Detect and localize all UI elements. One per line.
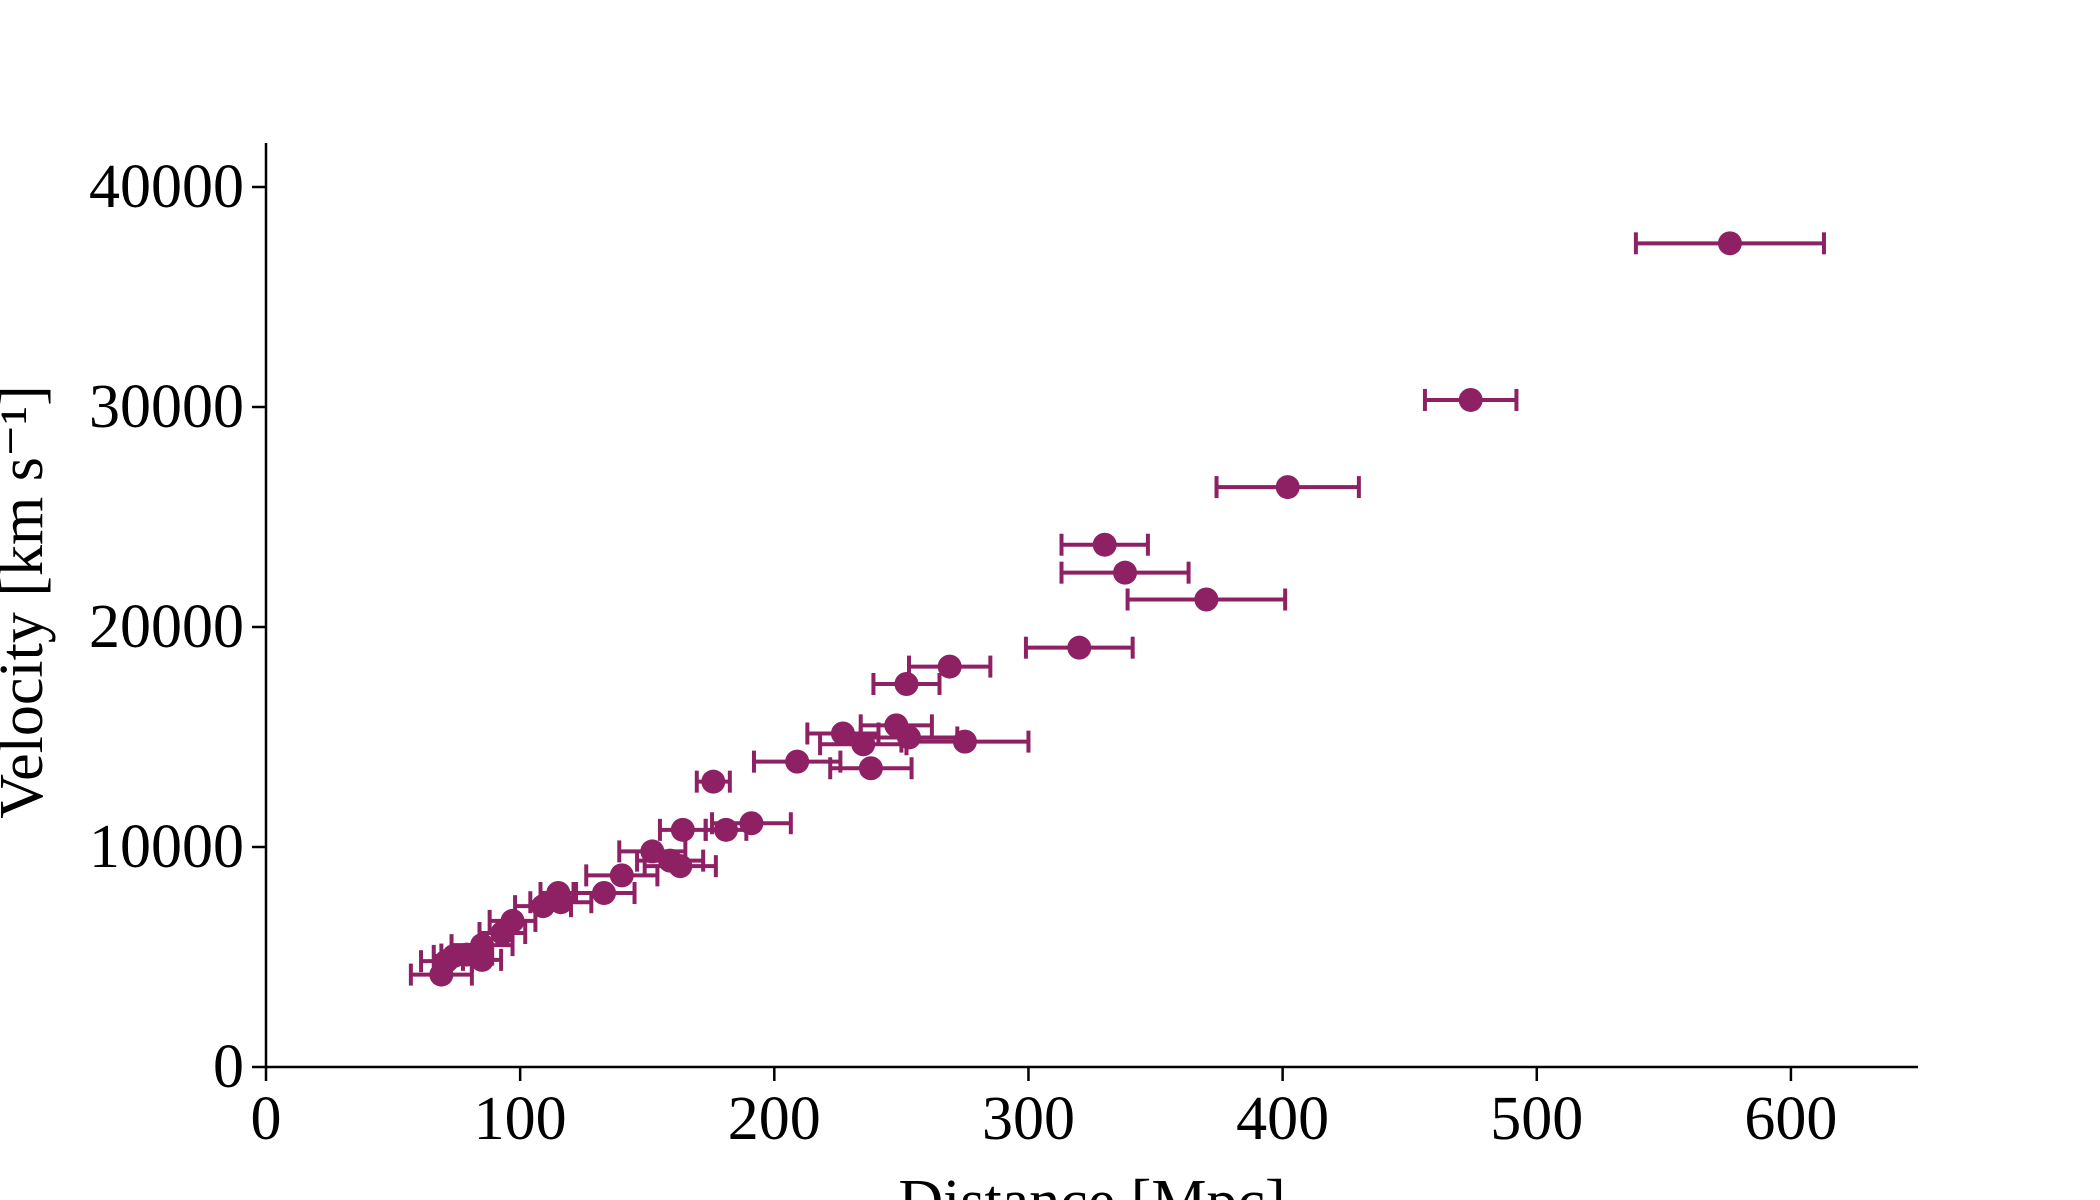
point [894,671,919,696]
y-tick-label: 10000 [89,813,244,881]
y-tick-label: 30000 [89,373,244,441]
point [668,854,693,879]
x-axis-label: Distance [Mpc] [898,1168,1285,1200]
y-tick-label: 20000 [89,593,244,661]
point [670,817,695,842]
point [937,654,962,679]
point [592,880,617,905]
point [490,921,515,946]
point [1067,635,1092,660]
x-tick-label: 300 [982,1085,1075,1153]
x-tick-label: 100 [474,1085,567,1153]
x-tick-label: 0 [251,1085,282,1153]
point [1275,475,1300,500]
y-tick-label: 0 [213,1033,244,1101]
x-tick-label: 500 [1490,1085,1583,1153]
point [785,749,810,774]
x-tick-label: 600 [1744,1085,1837,1153]
point [858,756,883,781]
point [1194,587,1219,612]
point [830,721,855,746]
x-tick-label: 400 [1236,1085,1329,1153]
point [429,962,454,987]
y-axis-label: Velocity [km s⁻¹] [0,385,56,819]
point [1092,532,1117,557]
point [1458,387,1483,412]
x-tick-label: 200 [728,1085,821,1153]
point [1717,231,1742,256]
point [470,947,495,972]
point [609,863,634,888]
y-tick-label: 40000 [89,153,244,221]
point [714,817,739,842]
point [952,729,977,754]
point [701,769,726,794]
point [1113,560,1138,585]
